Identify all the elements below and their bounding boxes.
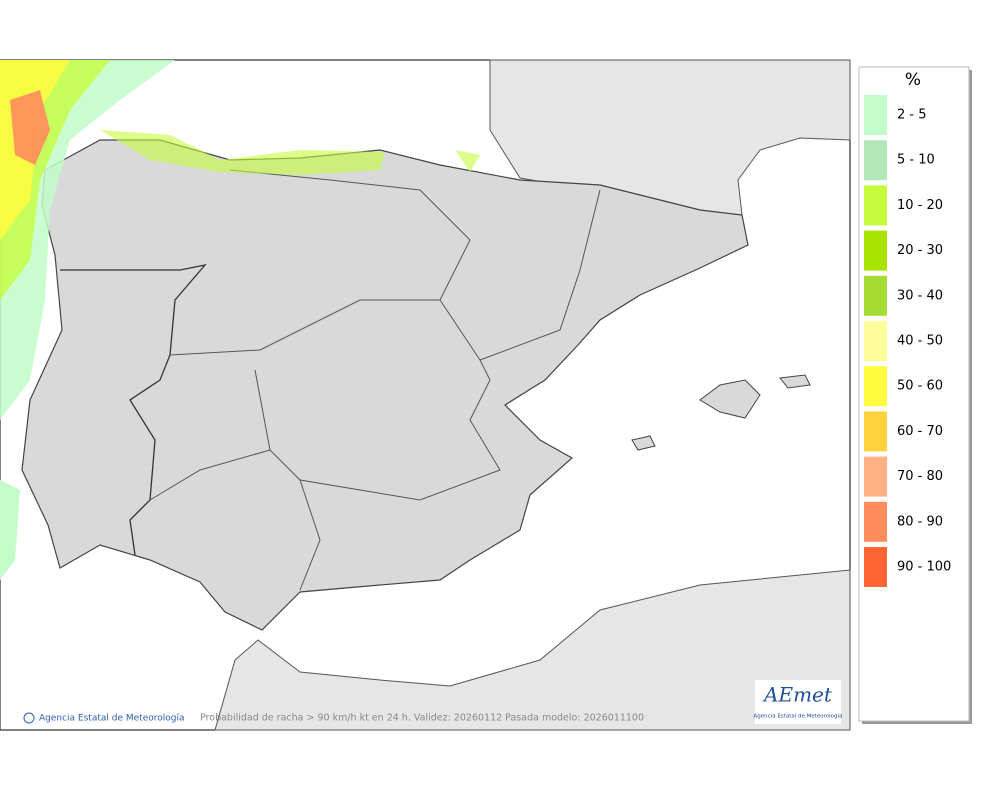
legend-label: 20 - 30 bbox=[897, 243, 943, 258]
legend-label: 70 - 80 bbox=[897, 469, 943, 484]
legend-label: 80 - 90 bbox=[897, 514, 943, 529]
logo: AEmet bbox=[762, 683, 833, 707]
balearic-islands bbox=[631, 374, 811, 451]
legend-swatch bbox=[864, 501, 887, 542]
legend-items: 2 - 5 5 - 10 10 - 20 20 - 30 30 - 40 40 - 50 5… bbox=[864, 95, 951, 587]
probability-area bbox=[10, 90, 50, 165]
caption: Probabilidad de racha > 90 km/h kt en 24… bbox=[200, 713, 644, 724]
legend-swatch bbox=[864, 140, 887, 181]
legend-swatch bbox=[864, 366, 887, 407]
probability-area bbox=[100, 130, 480, 175]
legend-swatch bbox=[864, 456, 887, 497]
copyright-icon bbox=[23, 712, 35, 724]
legend-swatch bbox=[864, 185, 887, 226]
legend-label: 5 - 10 bbox=[897, 153, 935, 168]
probability-area bbox=[0, 480, 20, 580]
legend-swatch bbox=[864, 275, 887, 316]
region-borders bbox=[149, 169, 601, 591]
legend-label: 90 - 100 bbox=[897, 560, 951, 575]
legend-label: 30 - 40 bbox=[897, 288, 943, 303]
africa bbox=[214, 569, 851, 731]
legend-swatch bbox=[864, 95, 887, 135]
legend-swatch bbox=[864, 547, 887, 587]
legend-swatch bbox=[864, 411, 887, 452]
legend-title: % bbox=[905, 70, 921, 90]
logo-subtitle: Agencia Estatal de Meteorología bbox=[754, 713, 843, 720]
legend-label: 40 - 50 bbox=[897, 334, 943, 349]
portugal-border bbox=[60, 263, 207, 556]
legend-label: 50 - 60 bbox=[897, 379, 943, 394]
logo-box bbox=[755, 680, 841, 724]
credit: Agencia Estatal de Meteorología bbox=[39, 714, 185, 724]
legend-label: 60 - 70 bbox=[897, 424, 943, 439]
legend-label: 2 - 5 bbox=[897, 108, 927, 123]
legend-swatch bbox=[864, 321, 887, 361]
legend-swatch bbox=[864, 230, 887, 271]
legend-label: 10 - 20 bbox=[897, 198, 943, 213]
map bbox=[0, 59, 851, 731]
iberian-peninsula bbox=[21, 139, 749, 631]
